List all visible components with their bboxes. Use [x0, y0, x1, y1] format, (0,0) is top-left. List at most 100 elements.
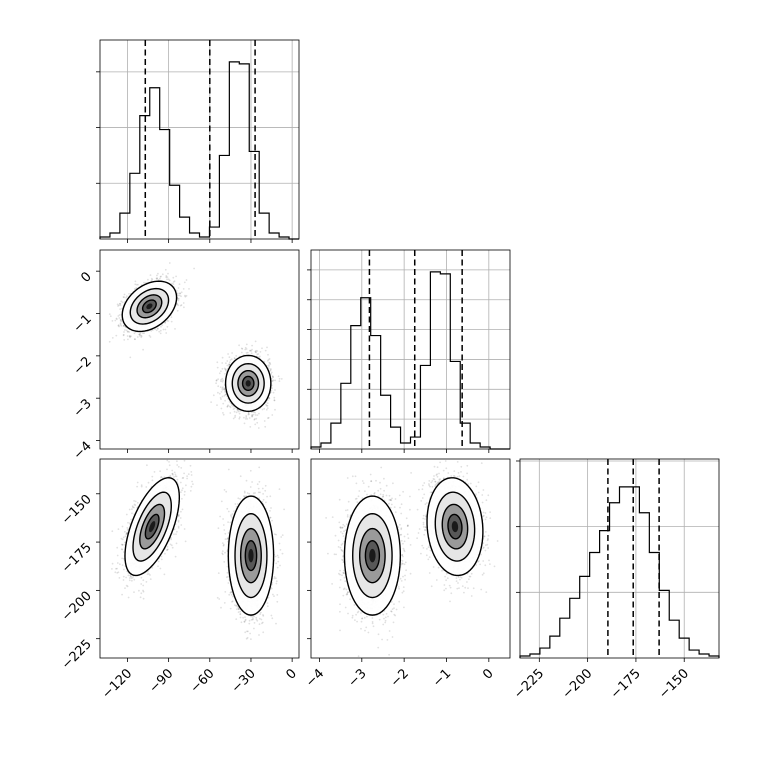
sample-point [220, 407, 223, 410]
sample-point [123, 339, 126, 341]
sample-point [128, 293, 130, 295]
sample-point [268, 361, 271, 364]
y-tick-label: −1 [71, 312, 95, 336]
sample-point [250, 352, 253, 355]
sample-point [245, 352, 248, 354]
sample-point [266, 404, 269, 407]
panel-p1-vs-p3: −150−175−200−225 [59, 458, 300, 673]
sample-point [244, 418, 247, 420]
sample-point [256, 353, 259, 356]
sample-point [256, 414, 259, 416]
sample-point [219, 396, 222, 399]
sample-point [245, 348, 248, 350]
sample-point [122, 325, 125, 327]
sample-point [229, 412, 232, 414]
sample-point [224, 390, 227, 393]
sample-point [231, 352, 234, 354]
density-contour [237, 369, 260, 397]
sample-point [139, 332, 142, 334]
sample-point [254, 340, 257, 343]
sample-point [274, 408, 276, 411]
sample-point [228, 401, 231, 403]
sample-point [118, 314, 121, 316]
sample-point [121, 301, 124, 304]
sample-point [221, 380, 224, 383]
sample-point [122, 324, 125, 327]
sample-point [251, 415, 253, 418]
sample-point [129, 356, 132, 359]
sample-point [133, 338, 136, 340]
sample-point [122, 579, 125, 581]
sample-point [248, 417, 251, 419]
sample-point [233, 410, 236, 413]
sample-point [155, 329, 158, 332]
sample-point [254, 350, 257, 353]
sample-point [149, 336, 152, 338]
sample-point [175, 289, 178, 292]
sample-point [165, 275, 168, 277]
sample-point [119, 319, 122, 322]
sample-point [215, 379, 218, 382]
sample-point [126, 335, 129, 337]
sample-point [160, 558, 163, 561]
sample-point [223, 388, 226, 391]
y-tick-label: −2 [71, 354, 95, 378]
sample-point [235, 355, 238, 357]
sample-point [263, 360, 266, 363]
sample-point [255, 351, 257, 354]
sample-point [159, 332, 162, 335]
sample-point [264, 425, 267, 428]
sample-point [168, 262, 171, 264]
sample-point [157, 279, 160, 281]
sample-point [210, 401, 213, 403]
sample-point [224, 368, 227, 371]
sample-point [267, 416, 270, 419]
sample-point [266, 359, 269, 362]
sample-point [271, 380, 273, 382]
sample-point [125, 296, 127, 299]
sample-point [220, 391, 223, 393]
sample-point [227, 353, 230, 355]
sample-point [154, 328, 157, 330]
sample-point [157, 272, 159, 275]
sample-point [236, 408, 239, 411]
sample-point [220, 378, 223, 381]
sample-point [119, 318, 122, 321]
sample-point [150, 329, 153, 332]
density-fill [146, 303, 153, 310]
sample-point [257, 427, 260, 429]
sample-point [226, 405, 229, 408]
sample-point [183, 306, 185, 309]
sample-point [251, 415, 254, 418]
sample-point [111, 562, 114, 565]
sample-point [266, 402, 269, 405]
sample-point [278, 380, 281, 382]
sample-point [268, 396, 271, 399]
sample-point [134, 283, 137, 286]
sample-point [222, 379, 225, 382]
sample-point [135, 283, 138, 286]
sample-point [254, 414, 257, 416]
sample-point [179, 292, 182, 295]
sample-point [221, 377, 224, 380]
sample-point [134, 280, 137, 283]
sample-point [183, 281, 186, 284]
sample-point [237, 410, 240, 413]
sample-point [141, 332, 144, 335]
axes-frame [519, 458, 720, 659]
sample-point [251, 414, 254, 417]
sample-point [156, 327, 159, 330]
sample-point [156, 277, 159, 280]
sample-point [253, 418, 256, 420]
sample-point [228, 361, 231, 364]
sample-point [246, 351, 249, 354]
sample-point [147, 278, 149, 281]
sample-point [234, 357, 236, 360]
sample-point [143, 281, 145, 284]
sample-point [164, 322, 167, 324]
sample-point [128, 331, 131, 333]
sample-point [273, 399, 276, 402]
sample-point [256, 421, 259, 424]
sample-point [268, 364, 270, 366]
